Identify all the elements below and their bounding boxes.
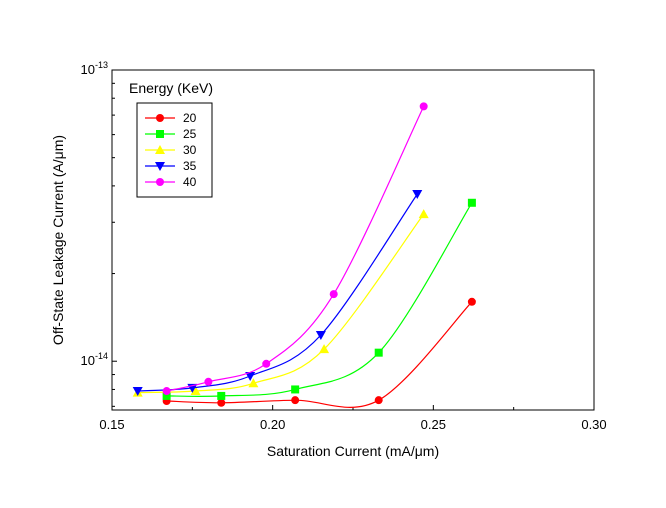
data-point <box>132 387 143 397</box>
legend-items: 20 25 30 35 40 <box>145 111 197 189</box>
legend-marker <box>155 162 165 171</box>
series-line <box>166 106 425 392</box>
x-axis: 0.15 0.20 0.25 0.30 <box>99 405 607 432</box>
data-point <box>419 102 428 111</box>
legend-item-35: 35 <box>145 159 197 173</box>
data-point <box>291 396 300 405</box>
series-line <box>137 193 418 392</box>
x-axis-title: Saturation Current (mA/μm) <box>267 443 439 459</box>
legend-marker <box>156 178 164 186</box>
x-tick-label: 0.20 <box>260 417 285 432</box>
legend-marker <box>156 114 164 122</box>
series-layer <box>132 102 476 408</box>
data-point <box>291 385 300 394</box>
legend-label: 40 <box>183 175 197 189</box>
legend-label: 30 <box>183 143 197 157</box>
data-point <box>319 344 330 354</box>
data-point <box>418 209 429 219</box>
legend-item-25: 25 <box>145 127 197 141</box>
legend-marker <box>155 145 165 154</box>
data-point <box>262 359 271 368</box>
data-point <box>204 377 213 386</box>
data-point <box>190 386 201 396</box>
legend: Energy (KeV) 20 25 30 35 40 <box>129 80 213 198</box>
legend-label: 35 <box>183 159 197 173</box>
data-point <box>374 396 383 405</box>
data-point <box>162 387 171 396</box>
data-point <box>248 378 259 388</box>
legend-box <box>136 102 213 198</box>
legend-marker <box>156 130 164 138</box>
series-line <box>166 301 473 408</box>
data-point <box>467 198 476 207</box>
series-30 <box>132 209 429 397</box>
data-point <box>412 190 423 200</box>
data-point <box>467 297 476 306</box>
x-tick-label: 0.25 <box>421 417 446 432</box>
data-point <box>217 398 226 407</box>
data-point <box>315 331 326 341</box>
x-tick-label: 0.30 <box>581 417 606 432</box>
data-point <box>217 391 226 400</box>
series-line <box>166 202 473 397</box>
legend-label: 20 <box>183 111 197 125</box>
series-20 <box>162 297 476 408</box>
data-point <box>162 391 171 400</box>
y-axis-title: Off-State Leakage Current (A/μm) <box>50 135 66 345</box>
x-tick-label: 0.15 <box>99 417 124 432</box>
series-40 <box>162 102 428 396</box>
data-point <box>374 348 383 357</box>
y-axis: 10-14 10-13 <box>81 60 117 407</box>
legend-label: 25 <box>183 127 197 141</box>
y-tick-label: 10-14 <box>81 351 108 368</box>
legend-title: Energy (KeV) <box>129 80 213 96</box>
y-tick-label: 10-13 <box>81 60 108 77</box>
series-line <box>137 213 425 394</box>
data-point <box>329 290 338 299</box>
series-25 <box>162 198 476 400</box>
legend-item-20: 20 <box>145 111 197 125</box>
data-point <box>245 371 256 381</box>
legend-item-40: 40 <box>145 175 197 189</box>
legend-item-30: 30 <box>145 143 197 157</box>
series-35 <box>132 190 423 397</box>
